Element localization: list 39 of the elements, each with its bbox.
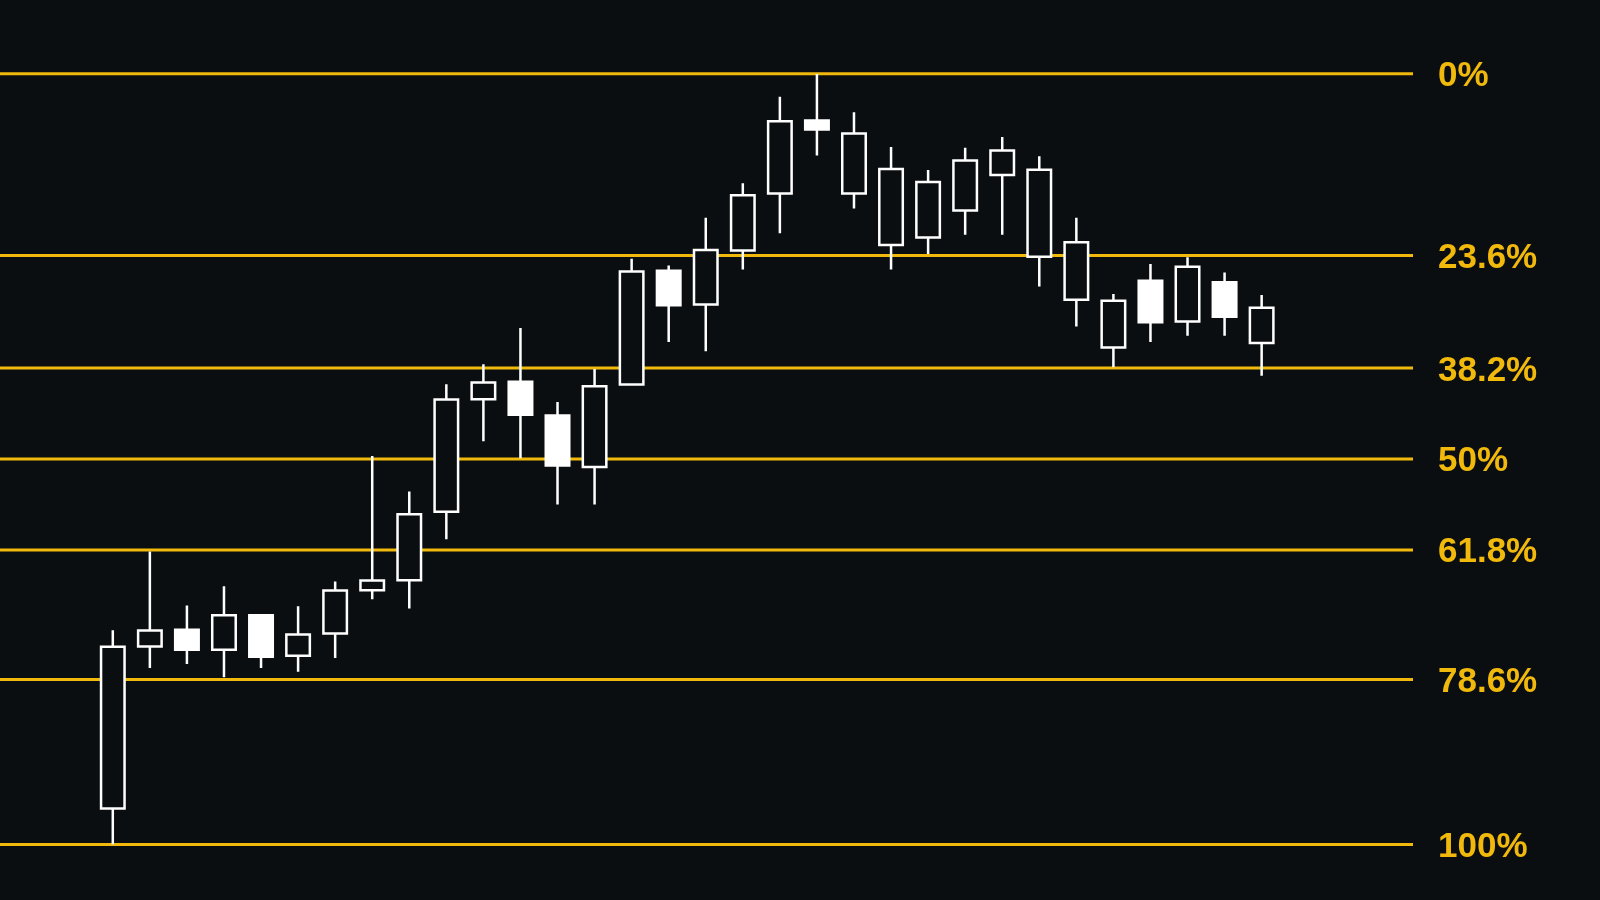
y-tick-label: 100%	[1438, 824, 1528, 864]
candlestick	[396, 490, 423, 610]
candlestick	[1248, 293, 1275, 378]
y-tick-label: 61.8%	[1438, 530, 1538, 570]
candlestick	[766, 95, 793, 235]
y-tick-label: 0%	[1438, 54, 1489, 94]
y-tick-label: 38.2%	[1438, 348, 1538, 388]
y-tick-label: 23.6%	[1438, 236, 1538, 276]
candlestick	[1211, 271, 1238, 337]
candlestick	[136, 550, 163, 670]
candlestick	[322, 580, 349, 660]
candlestick	[99, 628, 126, 845]
candlestick	[1137, 262, 1164, 344]
candlestick	[173, 604, 200, 666]
candlestick	[878, 145, 905, 271]
candlestick	[989, 135, 1016, 237]
candlestick	[655, 264, 682, 344]
candlestick	[359, 454, 386, 601]
candlestick	[692, 216, 719, 353]
candlestick	[581, 367, 608, 506]
candlestick	[803, 73, 830, 157]
candlestick	[840, 110, 867, 210]
candlestick	[1174, 255, 1201, 337]
candlestick	[729, 181, 756, 271]
y-tick-label: 50%	[1438, 439, 1509, 479]
candlestick	[1026, 154, 1053, 288]
candlestick	[285, 605, 312, 674]
candlestick	[210, 584, 237, 679]
candlestick	[1063, 216, 1090, 328]
candlestick	[618, 257, 645, 388]
candlestick	[433, 383, 460, 541]
candlestick	[470, 363, 497, 443]
candlestick	[544, 400, 571, 506]
candlestick	[1100, 292, 1127, 369]
candlestick	[507, 326, 534, 460]
candlestick	[915, 168, 942, 256]
y-tick-label: 78.6%	[1438, 659, 1538, 699]
candlestick	[248, 612, 275, 670]
candlestick	[952, 146, 979, 237]
